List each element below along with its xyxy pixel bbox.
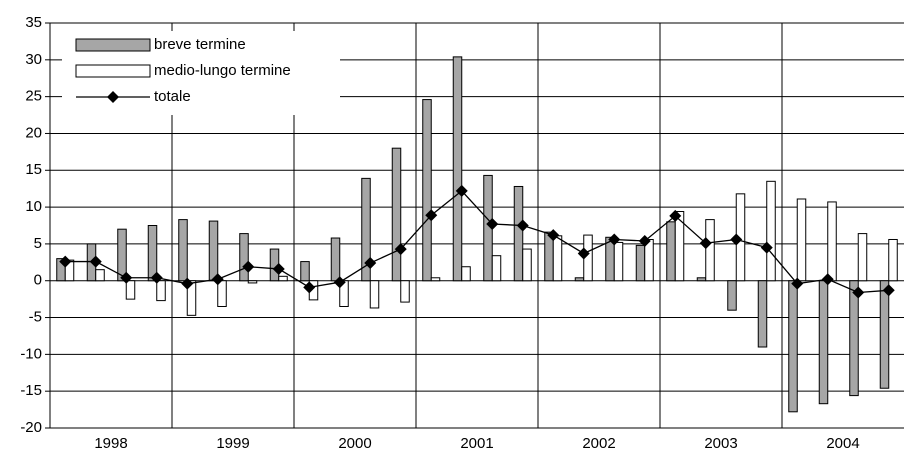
bar: [635, 244, 646, 282]
bar: [186, 280, 197, 316]
y-tick-label: -20: [20, 419, 42, 436]
marker: [120, 271, 133, 284]
y-tick-label: 5: [34, 235, 42, 252]
marker: [821, 273, 834, 286]
y-tick-label: -5: [29, 309, 42, 326]
marker: [455, 184, 468, 197]
bar: [208, 220, 219, 282]
marker: [333, 276, 346, 289]
bar: [552, 235, 563, 282]
bar: [361, 177, 371, 282]
bar: [827, 201, 837, 282]
bar: [247, 280, 258, 284]
bar: [513, 185, 524, 282]
marker: [608, 233, 621, 246]
marker: [59, 255, 72, 268]
marker: [425, 209, 438, 222]
marker: [760, 241, 773, 254]
x-group-label: 1999: [216, 435, 249, 452]
legend-marker: [107, 91, 119, 103]
marker: [394, 243, 407, 256]
bar: [125, 280, 136, 300]
x-group-label: 2002: [582, 435, 615, 452]
bar: [452, 56, 463, 282]
marker: [364, 257, 377, 270]
marker: [669, 209, 682, 222]
y-tick-label: -10: [20, 345, 42, 362]
legend-label: medio-lungo termine: [154, 62, 291, 79]
bar: [491, 255, 502, 282]
bar: [278, 275, 288, 282]
bar: [674, 211, 685, 282]
x-group-label: 2003: [704, 435, 737, 452]
bar: [147, 225, 158, 282]
marker: [699, 237, 712, 250]
marker: [242, 260, 255, 273]
marker: [547, 229, 560, 242]
y-tick-label: 25: [25, 88, 42, 105]
x-group-label: 1998: [94, 435, 127, 452]
marker: [577, 247, 590, 260]
bar: [391, 147, 402, 282]
bar: [369, 280, 380, 309]
marker: [852, 286, 865, 299]
y-tick-label: 35: [25, 14, 42, 31]
legend-swatch: [75, 64, 151, 78]
bar: [757, 280, 768, 348]
bar: [888, 238, 898, 282]
bar: [705, 219, 715, 282]
bar: [818, 280, 829, 405]
bar: [796, 198, 807, 282]
legend-swatch: [75, 38, 151, 52]
marker: [882, 284, 895, 297]
y-tick-label: 0: [34, 272, 42, 289]
bar: [430, 277, 441, 282]
bar: [239, 233, 249, 282]
bar: [788, 280, 798, 413]
bar: [178, 219, 188, 282]
bar: [330, 237, 341, 282]
bar: [422, 99, 432, 282]
marker: [638, 234, 651, 247]
marker: [486, 218, 499, 231]
bar: [849, 280, 859, 397]
marker: [272, 262, 285, 275]
y-tick-label: 20: [25, 124, 42, 141]
bar: [766, 180, 776, 282]
line: [65, 190, 889, 294]
marker: [516, 219, 529, 232]
bar: [666, 221, 676, 282]
marker: [303, 281, 316, 294]
y-tick-label: -15: [20, 382, 42, 399]
legend-label: totale: [154, 88, 191, 105]
bar: [156, 280, 166, 302]
y-tick-label: 15: [25, 161, 42, 178]
bar: [461, 266, 471, 282]
bar: [117, 228, 127, 282]
marker: [89, 255, 102, 268]
marker: [730, 233, 743, 246]
x-group-label: 2000: [338, 435, 371, 452]
marker: [150, 271, 163, 284]
legend-label: breve termine: [154, 36, 246, 53]
bar: [400, 280, 410, 303]
bar: [574, 277, 585, 282]
marker: [211, 273, 224, 286]
bar: [95, 269, 105, 282]
marker: [181, 277, 194, 290]
y-tick-label: 10: [25, 198, 42, 215]
bar: [879, 280, 890, 389]
bar: [696, 277, 707, 282]
marker: [791, 277, 804, 290]
bar: [217, 280, 227, 307]
bar: [522, 248, 532, 282]
y-tick-label: 30: [25, 51, 42, 68]
bar: [300, 261, 310, 282]
x-group-label: 2001: [460, 435, 493, 452]
x-group-label: 2004: [826, 435, 859, 452]
bar: [857, 233, 868, 282]
bar: [613, 241, 624, 282]
bar: [727, 280, 737, 311]
